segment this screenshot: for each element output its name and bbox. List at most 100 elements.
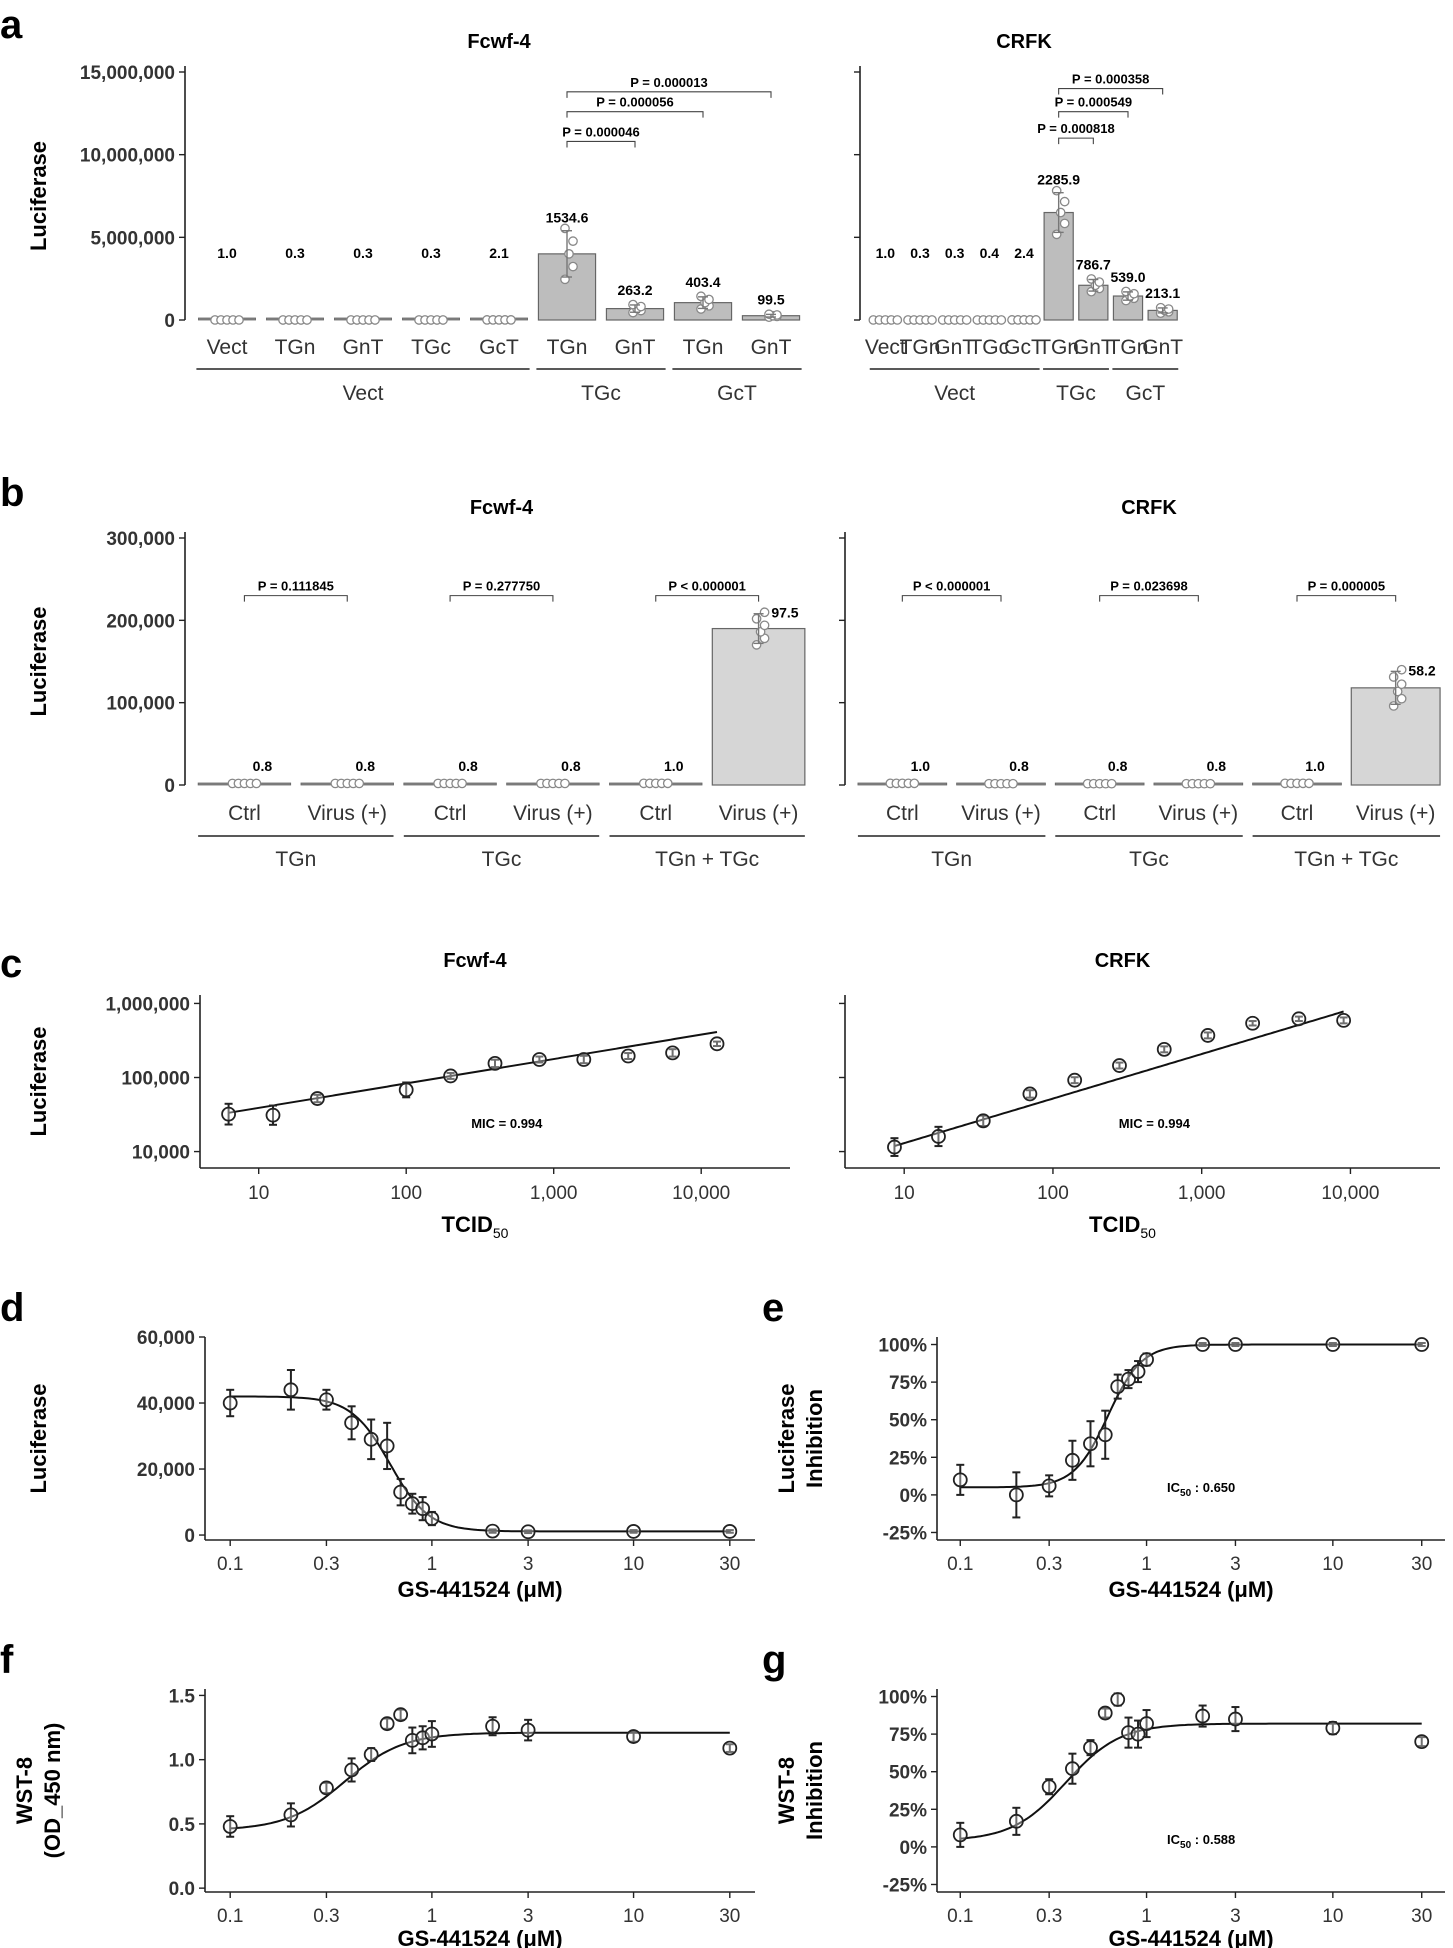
data-point	[1139, 1716, 1154, 1731]
data-point	[487, 1056, 503, 1071]
significance-bracket	[566, 91, 772, 98]
x-tick-label: 1	[1141, 1554, 1152, 1575]
chart-title: CRFK	[996, 31, 1052, 53]
y-axis-label: Luciferase	[774, 1383, 799, 1493]
data-point	[370, 315, 380, 325]
x-axis-label: GS-441524 (μM)	[397, 1926, 562, 1948]
data-point	[626, 1524, 641, 1539]
bar	[711, 627, 806, 786]
data-point	[379, 1716, 395, 1732]
data-point	[892, 315, 903, 325]
category-label: GnT	[751, 336, 792, 359]
y-tick-label: 0.5	[169, 1815, 196, 1836]
chart-g: -25% 0% 25% 50% 75% 100% 0.1 0.3 1 3 10 30 GS-441524…	[774, 1688, 1445, 1948]
data-point	[302, 315, 312, 325]
data-point	[424, 1511, 440, 1526]
data-point	[438, 315, 448, 325]
data-point	[393, 1707, 409, 1723]
y-tick-label: 20,000	[137, 1460, 195, 1481]
y-tick-label: 10,000	[132, 1143, 190, 1164]
category-label: TGn	[683, 336, 724, 359]
category-label: Virus (+)	[719, 802, 799, 825]
data-point	[485, 1718, 500, 1734]
y-tick-label: 200,000	[106, 611, 175, 632]
data-point	[759, 620, 770, 631]
chart-e: -25% 0% 25% 50% 75% 100% 0.1 0.3 1 3 10 30 GS-441524…	[774, 1336, 1445, 1602]
data-point	[1304, 778, 1314, 789]
x-tick-label: 0.1	[947, 1906, 973, 1927]
data-point	[520, 1722, 536, 1738]
data-point	[1041, 1779, 1057, 1795]
data-point	[1031, 315, 1041, 325]
y-tick-label: 100,000	[106, 694, 175, 715]
data-label: 0.4	[980, 245, 1000, 261]
data-label: 0.3	[910, 245, 930, 261]
chart-title: Fcwf-4	[470, 497, 534, 519]
data-point	[1055, 207, 1066, 218]
category-label: Ctrl	[1083, 802, 1116, 825]
data-point	[961, 315, 972, 325]
data-point	[662, 778, 673, 789]
data-point	[1008, 1813, 1024, 1829]
data-label: 213.1	[1145, 285, 1180, 301]
category-label: Virus (+)	[513, 802, 593, 825]
data-point	[996, 315, 1007, 325]
data-point	[1083, 1740, 1098, 1756]
p-value-label: P = 0.277750	[463, 579, 540, 594]
category-label: TGn	[1038, 336, 1079, 359]
data-point	[398, 1082, 414, 1098]
data-point	[975, 1113, 991, 1129]
annotation-value: : 0.650	[1191, 1480, 1235, 1495]
data-point	[887, 1139, 902, 1155]
data-point	[560, 778, 570, 789]
data-point	[927, 315, 937, 325]
data-point	[532, 1052, 547, 1067]
y-tick-label: 300,000	[106, 529, 175, 550]
x-axis-label: TCID50	[442, 1212, 509, 1241]
data-point	[576, 1052, 592, 1067]
y-tick-label: 40,000	[137, 1394, 195, 1415]
y-tick-label: 1.5	[169, 1686, 196, 1707]
data-point	[1245, 1015, 1261, 1031]
chart-c_fcwf4: Fcwf-4 10,000 100,000 1,000,000 10 100 1,000 10…	[26, 950, 790, 1241]
x-tick-label: 10	[248, 1183, 269, 1204]
x-tick-label: 1	[427, 1906, 438, 1927]
y-tick-label: 10,000,000	[80, 146, 175, 167]
x-tick-label: 10	[894, 1183, 915, 1204]
x-tick-label: 3	[523, 1554, 534, 1575]
category-label: Ctrl	[228, 802, 261, 825]
x-axis-label: GS-441524 (μM)	[1108, 1926, 1273, 1948]
x-axis-label: GS-441524 (μM)	[1108, 1577, 1273, 1602]
data-point	[283, 1807, 299, 1823]
x-tick-label: 0.3	[1036, 1906, 1062, 1927]
data-point	[952, 1827, 968, 1843]
x-tick-label: 10	[1322, 1554, 1343, 1575]
data-point	[1163, 304, 1174, 314]
data-point	[1106, 778, 1117, 789]
p-value-label: P = 0.000358	[1072, 72, 1149, 87]
data-label: 1.0	[876, 245, 896, 261]
data-point	[1200, 1028, 1216, 1043]
data-point	[520, 1524, 536, 1540]
data-point	[751, 613, 762, 624]
chart-b_fcwf4: Fcwf-4 0 100,000 200,000 300,000 Luciferase 0.…	[26, 497, 806, 871]
chart-a_crfk: CRFK 1.0 Vect 0.3 TGn 0.3 GnT 0.4 TGc 2.4 GcT 2285.…	[854, 31, 1183, 405]
data-point	[1228, 1711, 1243, 1727]
significance-bracket	[566, 111, 704, 118]
data-point	[722, 1740, 738, 1756]
y-axis-label: Luciferase	[26, 606, 51, 716]
group-label: GcT	[717, 382, 757, 405]
y-tick-label: 0%	[900, 1838, 928, 1859]
x-tick-label: 3	[1230, 1554, 1241, 1575]
y-tick-label: 0%	[900, 1486, 928, 1507]
category-label: Vect	[207, 336, 248, 359]
chart-d: 0 20,000 40,000 60,000 0.1 0.3 1 3 10 30 GS-441524…	[26, 1328, 755, 1602]
data-label: 0.3	[945, 245, 965, 261]
category-label: Virus (+)	[1356, 802, 1436, 825]
data-label: 2.4	[1014, 245, 1034, 261]
chart-title: CRFK	[1121, 497, 1177, 519]
x-tick-label: 30	[1411, 1906, 1432, 1927]
data-label: 2.1	[489, 245, 509, 261]
group-label: TGn	[931, 848, 972, 871]
data-point	[251, 778, 262, 789]
